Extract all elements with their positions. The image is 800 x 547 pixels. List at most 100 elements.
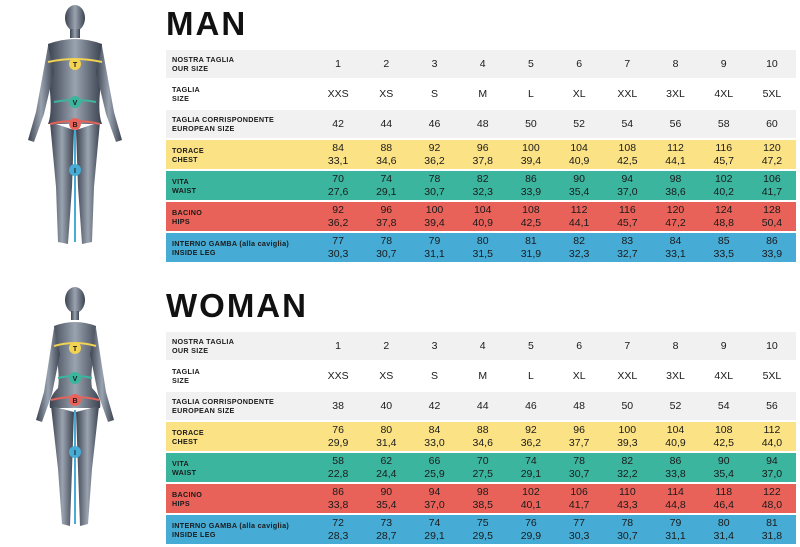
woman-size-table: NOSTRA TAGLIA OUR SIZE 1 2 3 4 5 6 7 8 9 10 TAGLIA… (166, 332, 796, 544)
table-cell: XS (379, 369, 394, 382)
row-label: BACINO HIPS (172, 207, 203, 226)
table-cell: 81 31,9 (520, 234, 542, 260)
table-cell: 104 40,9 (665, 423, 686, 449)
table-cell: 3XL (666, 369, 685, 382)
table-cell: 5 (527, 339, 534, 352)
table-cell: 40 (380, 399, 393, 412)
man-row-size: TAGLIA SIZE XXS XS S M L XL XXL 3XL 4XL 5XL (166, 80, 796, 108)
hips-marker-letter: B (72, 398, 77, 405)
woman-row-waist: VITA WAIST 58 22,8 62 24,4 66 25,9 70 27,5 74 29,1… (166, 453, 796, 482)
table-cell: 5 (527, 57, 534, 70)
man-size-table: NOSTRA TAGLIA OUR SIZE 1 2 3 4 5 6 7 8 9 10 TAGLIA… (166, 50, 796, 262)
man-row-chest: TORACE CHEST 84 33,1 88 34,6 92 36,2 96 37,8 100 3… (166, 140, 796, 169)
table-cell: 94 37,0 (424, 485, 445, 511)
table-cell: 38 (332, 399, 344, 412)
chest-marker-icon (69, 342, 81, 354)
table-cell: 118 46,4 (713, 485, 734, 511)
table-cell: 112 44,0 (761, 423, 783, 449)
man-title: MAN (166, 5, 248, 42)
table-cell: 60 (766, 117, 778, 130)
table-cell: 7 (624, 339, 631, 352)
table-cell: 81 31,8 (761, 516, 783, 542)
table-cell: 84 33,1 (327, 141, 349, 167)
man-row-leg: INTERNO GAMBA (alla caviglia) INSIDE LEG … (166, 233, 796, 262)
table-cell: 94 37,0 (761, 454, 783, 480)
table-cell: 6 (576, 339, 583, 352)
table-cell: 90 35,4 (568, 172, 590, 198)
table-cell: 120 47,2 (665, 203, 686, 229)
table-cell: 46 (525, 399, 537, 412)
table-cell: 1 (335, 339, 342, 352)
leg-marker-icon (69, 446, 81, 458)
row-label: INTERNO GAMBA (alla caviglia) INSIDE LEG (172, 238, 290, 257)
table-cell: 72 28,3 (327, 516, 349, 542)
table-cell: 2 (383, 339, 390, 352)
table-cell: 50 (621, 399, 634, 412)
table-cell: 75 29,5 (472, 516, 493, 542)
table-cell: 102 40,1 (520, 485, 542, 511)
table-cell: 100 39,3 (617, 423, 638, 449)
table-cell: 42 (428, 399, 441, 412)
table-cell: XXL (617, 369, 638, 382)
table-cell: 70 27,5 (472, 454, 493, 480)
table-cell: 86 33,8 (665, 454, 686, 480)
table-cell: 86 33,8 (327, 485, 349, 511)
leg-marker-letter: I (74, 168, 76, 175)
man-body-figure-icon: T V B I (28, 5, 122, 244)
table-cell: 4XL (714, 87, 734, 100)
woman-title: WOMAN (166, 287, 308, 324)
table-cell: 85 33,5 (713, 234, 734, 260)
table-cell: 96 37,7 (568, 423, 590, 449)
waist-marker-icon (69, 96, 81, 108)
table-cell: 92 36,2 (424, 141, 445, 167)
table-cell: 79 31,1 (424, 234, 445, 260)
table-cell: 116 45,7 (713, 141, 734, 167)
table-cell: 56 (669, 117, 682, 130)
table-cell: 74 29,1 (520, 454, 542, 480)
table-cell: 104 40,9 (568, 141, 590, 167)
table-cell: L (527, 87, 534, 100)
table-cell: 86 33,9 (520, 172, 542, 198)
man-row-hips: BACINO HIPS 92 36,2 96 37,8 100 39,4 104 40,9 108… (166, 202, 796, 231)
table-cell: 96 37,8 (376, 203, 397, 229)
table-cell: 66 25,9 (424, 454, 445, 480)
woman-row-size: TAGLIA SIZE XXS XS S M L XL XXL 3XL 4XL 5XL (166, 362, 796, 390)
table-cell: 76 29,9 (520, 516, 542, 542)
table-cell: 77 30,3 (327, 234, 349, 260)
table-cell: L (527, 369, 534, 382)
table-cell: XL (572, 87, 586, 100)
waist-marker-icon (69, 372, 81, 384)
table-cell: 10 (766, 57, 778, 70)
man-row-our-size: NOSTRA TAGLIA OUR SIZE 1 2 3 4 5 6 7 8 9 10 (166, 50, 796, 78)
woman-row-european: TAGLIA CORRISPONDENTE EUROPEAN SIZE 38 40 4… (166, 392, 796, 420)
table-cell: 8 (672, 339, 679, 352)
table-cell: 3 (431, 57, 438, 70)
table-cell: 9 (720, 339, 727, 352)
table-cell: 2 (383, 57, 390, 70)
table-cell: 108 42,5 (713, 423, 734, 449)
leg-marker-icon (69, 164, 81, 176)
table-cell: 112 44,1 (665, 141, 686, 167)
table-cell: XL (572, 369, 586, 382)
table-cell: 128 50,4 (761, 203, 783, 229)
row-label: TAGLIA CORRISPONDENTE EUROPEAN SIZE (172, 115, 275, 133)
man-row-european: TAGLIA CORRISPONDENTE EUROPEAN SIZE 42 44 4… (166, 110, 796, 138)
table-cell: 78 30,7 (376, 234, 397, 260)
table-cell: 83 32,7 (617, 234, 638, 260)
row-label: BACINO HIPS (172, 489, 203, 508)
table-cell: 70 27,6 (327, 172, 349, 198)
row-label: TAGLIA SIZE (172, 85, 201, 103)
table-cell: 80 31,4 (376, 423, 397, 449)
table-cell: 1 (335, 57, 342, 70)
woman-row-leg: INTERNO GAMBA (alla caviglia) INSIDE LEG … (166, 515, 796, 544)
table-cell: 88 34,6 (376, 141, 397, 167)
table-cell: 44 (380, 117, 393, 130)
row-label: TORACE CHEST (172, 145, 205, 164)
table-cell: 86 33,9 (761, 234, 783, 260)
table-cell: 94 37,0 (617, 172, 638, 198)
table-cell: 106 41,7 (568, 485, 590, 511)
hips-marker-icon (69, 118, 81, 130)
table-cell: 82 32,3 (568, 234, 590, 260)
row-label: NOSTRA TAGLIA OUR SIZE (172, 337, 235, 355)
table-cell: 96 37,8 (472, 141, 493, 167)
